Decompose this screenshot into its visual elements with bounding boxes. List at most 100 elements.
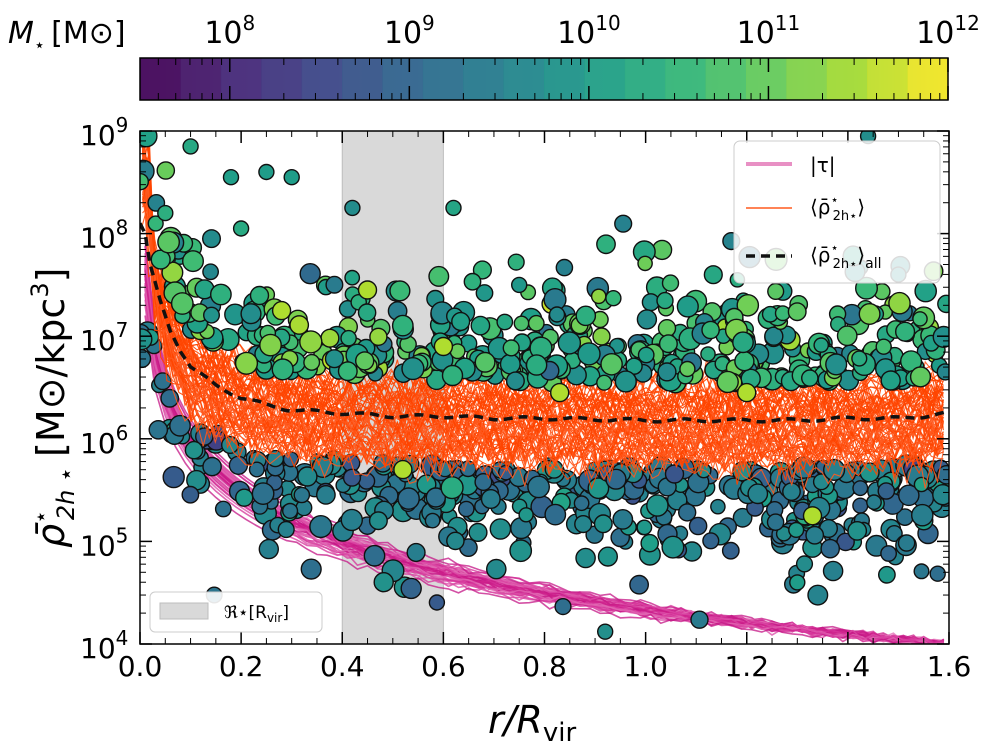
galaxy-point [678, 503, 697, 522]
galaxy-point [640, 533, 660, 553]
galaxy-point [433, 336, 454, 357]
galaxy-point [502, 339, 520, 357]
galaxy-point [596, 234, 616, 255]
galaxy-point [593, 514, 613, 534]
galaxy-point [401, 357, 425, 381]
shade-legend: ℜ⋆[Rvir] [149, 591, 323, 633]
galaxy-point [851, 350, 868, 367]
galaxy-point [590, 288, 607, 305]
galaxy-point [847, 521, 868, 541]
galaxy-point [369, 327, 388, 346]
galaxy-point [875, 338, 892, 355]
galaxy-point [271, 358, 294, 381]
colorbar-band [180, 58, 222, 100]
galaxy-point [202, 306, 220, 324]
galaxy-point [866, 494, 882, 511]
legend: |τ| ⟨ρ̄⋆ 2h⋆⟩ ⟨ρ̄⋆ 2h⋆⟩all [733, 140, 941, 284]
colorbar-band [624, 58, 666, 100]
galaxy-point [400, 577, 422, 600]
colorbar-band [503, 58, 545, 100]
galaxy-point [736, 293, 760, 317]
galaxy-point [614, 370, 637, 393]
galaxy-point [573, 495, 590, 512]
galaxy-point [820, 538, 841, 559]
colorbar-band [463, 58, 505, 100]
galaxy-point [373, 572, 394, 593]
galaxy-point [646, 494, 669, 517]
galaxy-point [297, 466, 318, 487]
galaxy-point [700, 346, 716, 362]
galaxy-point [525, 354, 548, 376]
colorbar-band [422, 58, 464, 100]
galaxy-point [505, 371, 525, 391]
galaxy-point [389, 280, 411, 302]
galaxy-point [258, 538, 279, 560]
galaxy-point [299, 330, 323, 354]
galaxy-point [451, 311, 471, 332]
legend-label-tau: |τ| [810, 153, 836, 177]
galaxy-point [282, 502, 299, 520]
galaxy-point [657, 362, 677, 382]
galaxy-point [428, 265, 450, 287]
galaxy-point [511, 276, 528, 294]
colorbar-band [342, 58, 383, 100]
galaxy-point [787, 302, 807, 322]
galaxy-point [629, 574, 649, 595]
galaxy-point [734, 351, 755, 372]
galaxy-point [894, 321, 916, 342]
galaxy-point [877, 482, 896, 500]
galaxy-point [202, 456, 222, 477]
galaxy-point [445, 199, 462, 217]
galaxy-point [679, 360, 696, 378]
galaxy-point [228, 455, 249, 475]
galaxy-point [688, 516, 708, 536]
galaxy-point [912, 311, 928, 327]
galaxy-point [472, 260, 492, 280]
galaxy-point [914, 279, 938, 303]
galaxy-point [789, 574, 806, 591]
galaxy-point [425, 487, 446, 508]
galaxy-point [181, 250, 204, 273]
galaxy-point [656, 291, 674, 310]
colorbar-band [382, 58, 424, 100]
galaxy-point [441, 364, 464, 387]
galaxy-point [315, 484, 336, 505]
galaxy-point [592, 327, 611, 346]
galaxy-point [575, 547, 596, 569]
galaxy-point [355, 351, 375, 371]
galaxy-point [463, 272, 482, 291]
y-tick-label: 106 [80, 421, 128, 460]
galaxy-point [822, 560, 844, 582]
galaxy-point [474, 473, 493, 492]
galaxy-point [181, 485, 200, 504]
galaxy-point [320, 328, 340, 348]
galaxy-point [555, 258, 574, 277]
galaxy-point [554, 597, 572, 616]
galaxy-point [767, 282, 785, 301]
galaxy-point [324, 349, 344, 369]
mean-density-line [141, 171, 944, 457]
colorbar: M⋆ [M⊙] 108 109 1010 1011 1012 [8, 11, 980, 101]
galaxy-point [909, 366, 932, 388]
galaxy-point [480, 489, 501, 510]
galaxy-point [637, 255, 653, 272]
galaxy-scatter-front [140, 131, 949, 640]
galaxy-point [721, 541, 740, 560]
y-tick-label: 108 [80, 216, 128, 255]
colorbar-band [746, 58, 787, 100]
colorbar-band [665, 58, 707, 100]
galaxy-point [600, 352, 623, 376]
galaxy-point [637, 346, 655, 364]
galaxy-point [357, 303, 377, 322]
y-axis-title: ρ̄⋆2h ⋆[M⊙/kpc3] [26, 268, 80, 548]
x-tick-label: 1.6 [927, 650, 972, 683]
mean-density-line [143, 131, 944, 424]
colorbar-band [584, 58, 626, 100]
galaxy-point [470, 315, 491, 336]
galaxy-point [807, 584, 829, 606]
galaxy-point [766, 513, 785, 532]
galaxy-point [701, 320, 720, 340]
colorbar-tick-label: 1010 [557, 11, 621, 51]
galaxy-point [496, 313, 514, 331]
